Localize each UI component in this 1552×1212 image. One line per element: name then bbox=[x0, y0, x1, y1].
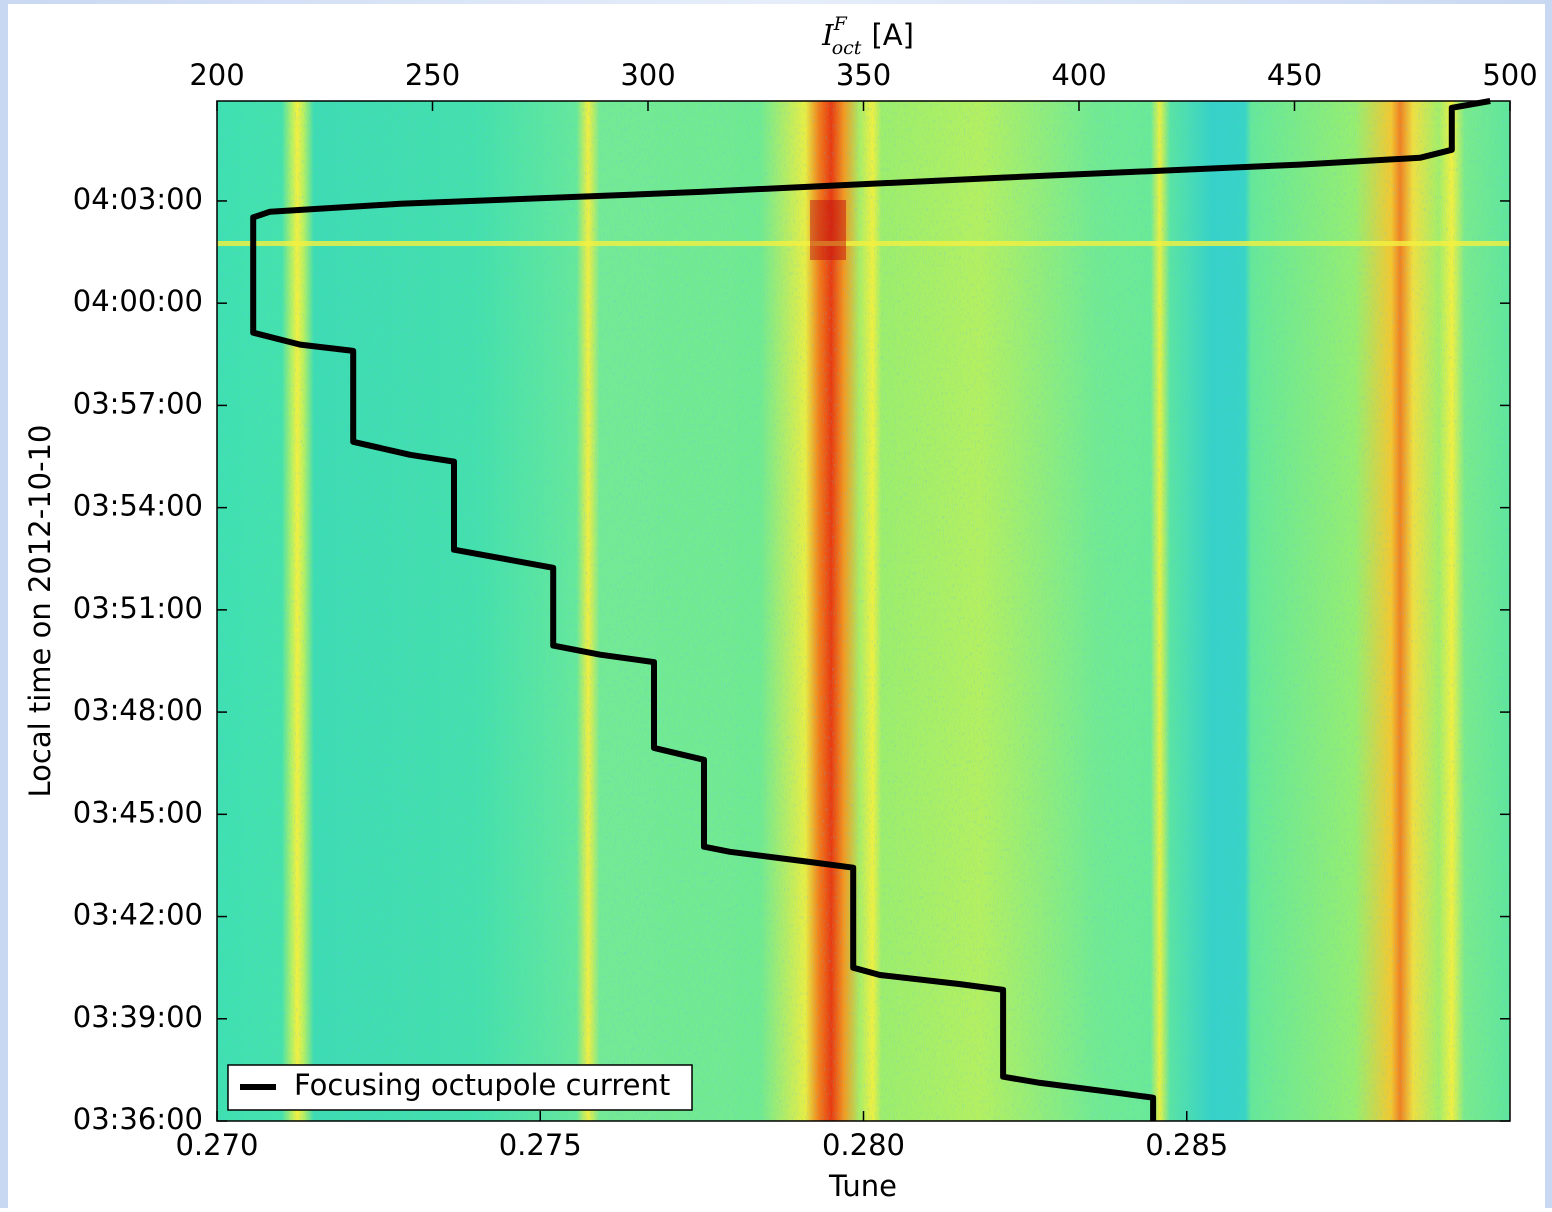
spectrogram bbox=[217, 101, 1510, 1121]
legend-box bbox=[227, 1064, 693, 1111]
x2-tick-label: 500 bbox=[1482, 58, 1537, 92]
octupole-current-line bbox=[250, 98, 1491, 1121]
spectrogram-streak bbox=[217, 241, 1510, 246]
x2-axis-label: IF oct [A] bbox=[821, 13, 914, 59]
legend-label: Focusing octupole current bbox=[294, 1068, 670, 1102]
x-tick-label: 0.270 bbox=[175, 1128, 258, 1162]
y-tick-label: 03:42:00 bbox=[73, 898, 203, 932]
x2-tick-label: 450 bbox=[1267, 58, 1322, 92]
y-axis-label: Local time on 2012-10-10 bbox=[23, 425, 57, 798]
x-tick-label: 0.285 bbox=[1145, 1128, 1228, 1162]
y-tick-label: 03:57:00 bbox=[73, 386, 203, 420]
y-tick-label: 04:00:00 bbox=[73, 284, 203, 318]
x2-symbol: I bbox=[821, 18, 834, 52]
plot-lines bbox=[250, 98, 1491, 1121]
x2-tick-label: 300 bbox=[620, 58, 675, 92]
y-tick-label: 03:39:00 bbox=[73, 1000, 203, 1034]
x2-tick-label: 400 bbox=[1051, 58, 1106, 92]
spectrogram-noise bbox=[217, 101, 1510, 1121]
y-tick-label: 03:51:00 bbox=[73, 591, 203, 625]
x-tick-label: 0.275 bbox=[499, 1128, 582, 1162]
x2-tick-label: 250 bbox=[405, 58, 460, 92]
y-tick-label: 03:45:00 bbox=[73, 795, 203, 829]
y-tick-label: 03:36:00 bbox=[73, 1102, 203, 1136]
x2-sub: oct bbox=[832, 37, 862, 59]
x-axis-label: Tune bbox=[828, 1169, 897, 1203]
x-tick-label: 0.280 bbox=[822, 1128, 905, 1162]
y-tick-label: 03:54:00 bbox=[73, 489, 203, 523]
y-tick-label: 04:03:00 bbox=[73, 182, 203, 216]
y-tick-label: 03:48:00 bbox=[73, 693, 203, 727]
x2-tick-label: 200 bbox=[189, 58, 244, 92]
x2-sup: F bbox=[833, 13, 848, 35]
spectrogram-hotspot bbox=[810, 200, 846, 260]
x2-unit: [A] bbox=[871, 18, 913, 52]
x2-tick-label: 350 bbox=[836, 58, 891, 92]
